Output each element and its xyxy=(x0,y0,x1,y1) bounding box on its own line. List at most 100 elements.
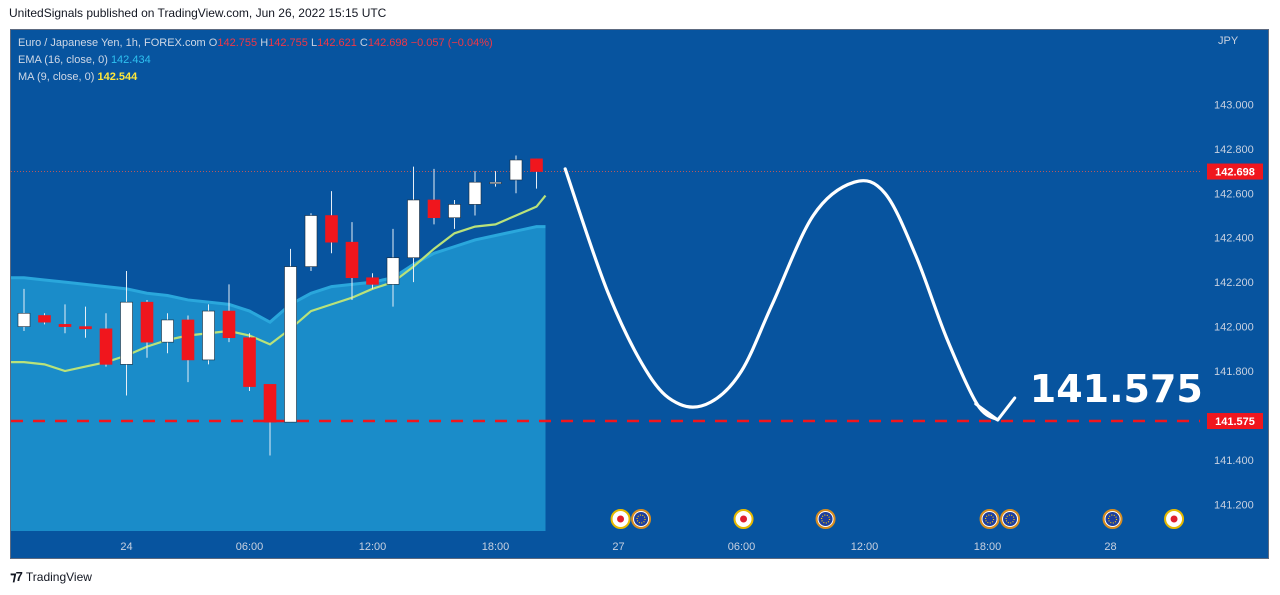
x-tick-label: 06:00 xyxy=(728,541,756,553)
footer: ⁊7 TradingView xyxy=(10,569,92,585)
y-tick-label: 142.600 xyxy=(1214,188,1254,200)
x-tick-label: 27 xyxy=(612,541,624,553)
ema-value: 142.434 xyxy=(110,54,151,66)
y-tick-label: 142.800 xyxy=(1214,144,1254,156)
candle xyxy=(58,304,72,334)
ohlc-h-label: H xyxy=(260,37,269,49)
candle xyxy=(345,222,359,300)
candle xyxy=(243,333,256,392)
footer-brand[interactable]: TradingView xyxy=(25,570,92,584)
candle-body xyxy=(79,326,92,330)
ma-label: MA (9, close, 0) xyxy=(18,71,95,83)
ohlc-low: 142.621 xyxy=(317,37,357,49)
x-tick-label: 12:00 xyxy=(359,541,387,553)
flag-event-icon xyxy=(1164,509,1185,529)
candle-body xyxy=(448,204,461,219)
y-tick-label: 142.200 xyxy=(1214,277,1254,289)
forecast-arrowhead xyxy=(974,396,1017,422)
candle-body xyxy=(140,301,154,343)
ohlc-high: 142.755 xyxy=(268,37,308,49)
forecast-curve xyxy=(563,167,1000,422)
candle xyxy=(386,228,400,307)
ohlc-open: 142.755 xyxy=(217,37,258,49)
candle xyxy=(468,171,482,216)
candle-body xyxy=(407,199,420,259)
candle xyxy=(325,191,338,254)
ohlc-o-label: O xyxy=(208,37,218,49)
candle xyxy=(509,155,523,194)
y-tick-label: 142.400 xyxy=(1214,233,1254,245)
ema-label: EMA (16, close, 0) xyxy=(18,54,108,66)
x-tick-label: 06:00 xyxy=(236,541,264,553)
candle xyxy=(202,304,215,365)
candle xyxy=(161,313,174,354)
y-tick-label: 142.000 xyxy=(1214,322,1254,334)
candle-body xyxy=(38,315,51,323)
candle xyxy=(366,273,379,289)
candle-body xyxy=(99,328,113,365)
candle xyxy=(284,248,297,423)
legend-ema-row[interactable]: EMA (16, close, 0) 142.434 xyxy=(18,52,493,69)
candle xyxy=(448,199,461,229)
candle-body xyxy=(325,215,338,243)
candle-body xyxy=(386,257,400,285)
last-price-badge: 142.698 xyxy=(1207,163,1263,180)
candle-body xyxy=(427,199,441,219)
candle-body xyxy=(263,384,277,423)
y-tick-label: 141.200 xyxy=(1214,499,1254,511)
symbol-name[interactable]: Euro / Japanese Yen, 1h, FOREX.com xyxy=(18,37,206,49)
candle-body xyxy=(181,319,195,361)
price-badge-text: 142.698 xyxy=(1215,167,1255,179)
candle xyxy=(304,213,318,272)
x-tick-label: 18:00 xyxy=(482,541,510,553)
flag-event-icon xyxy=(733,509,754,529)
price-badge-text: 141.575 xyxy=(1215,416,1255,428)
chart-legend: Euro / Japanese Yen, 1h, FOREX.com O142.… xyxy=(18,35,493,86)
candle xyxy=(489,171,502,187)
axis-currency: JPY xyxy=(1218,35,1239,47)
eu-event-icon xyxy=(631,509,652,529)
candle-body xyxy=(243,337,256,387)
eu-event-icon xyxy=(1000,509,1021,529)
candle xyxy=(407,166,420,283)
candle-body xyxy=(202,310,215,361)
candle-body xyxy=(304,215,318,267)
eu-event-icon xyxy=(979,509,1000,529)
ema-area xyxy=(11,226,546,531)
eu-event-icon xyxy=(1102,509,1123,529)
target-price-badge: 141.575 xyxy=(1207,413,1263,430)
tradingview-logo-icon[interactable]: ⁊7 xyxy=(10,569,23,584)
candle-body xyxy=(161,319,174,343)
candle-body xyxy=(17,312,31,327)
candle-body xyxy=(468,181,482,205)
candle-body xyxy=(58,324,72,327)
candle xyxy=(120,271,133,396)
publisher-line: UnitedSignals published on TradingView.c… xyxy=(9,6,387,20)
y-tick-label: 141.400 xyxy=(1214,455,1254,467)
candle xyxy=(140,299,154,358)
ohlc-l-label: L xyxy=(310,37,318,49)
ema-line xyxy=(11,225,546,324)
price-change: −0.057 (−0.04%) xyxy=(410,37,493,49)
candle xyxy=(38,313,51,325)
candle-body xyxy=(509,159,523,181)
legend-symbol-row: Euro / Japanese Yen, 1h, FOREX.com O142.… xyxy=(18,35,493,52)
y-tick-label: 143.000 xyxy=(1214,99,1254,111)
candle xyxy=(222,284,236,343)
eu-event-icon xyxy=(815,509,836,529)
target-annotation: 141.575 xyxy=(1030,367,1203,411)
candle-body xyxy=(284,266,297,423)
ma-line xyxy=(11,194,547,373)
legend-ma-row[interactable]: MA (9, close, 0) 142.544 xyxy=(18,69,493,86)
candle xyxy=(427,168,441,225)
candle-body xyxy=(489,181,502,184)
candle xyxy=(99,313,113,367)
candle xyxy=(530,158,543,189)
flag-event-icon xyxy=(610,509,631,529)
ma-value: 142.544 xyxy=(97,71,138,83)
x-tick-label: 28 xyxy=(1104,541,1116,553)
x-tick-label: 18:00 xyxy=(974,541,1002,553)
candle-body xyxy=(120,301,133,365)
candle xyxy=(181,315,195,383)
